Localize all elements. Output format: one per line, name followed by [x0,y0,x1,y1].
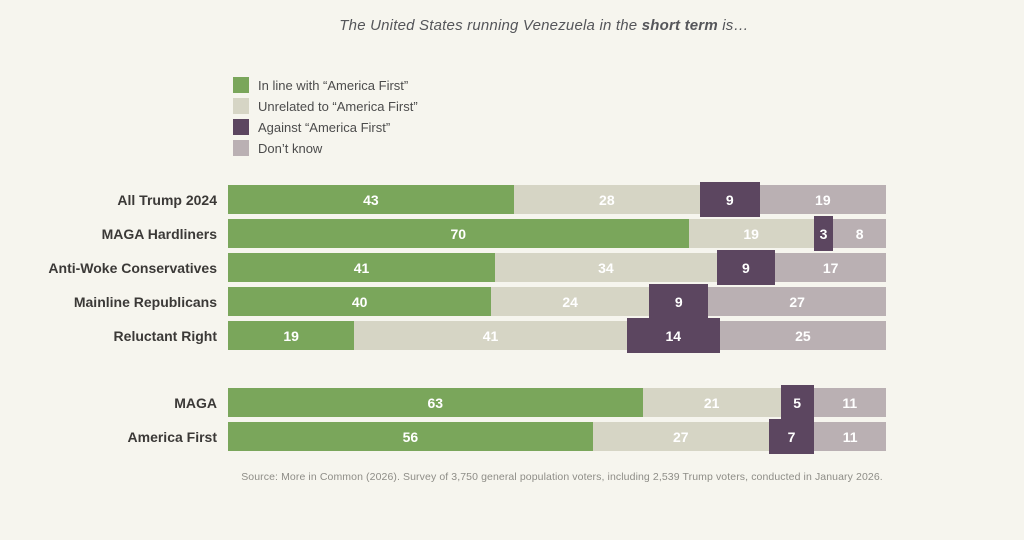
segment-dont_know: 11 [813,388,887,417]
segment-against: 9 [649,284,709,319]
bar-group-trump-segments: All Trump 2024 43 28 9 19 MAGA Hardliners 7… [0,182,886,355]
segment-unrelated: 28 [513,185,700,214]
chart-title-prefix: The United States running Venezuela in t… [339,17,642,34]
segment-value: 63 [427,394,444,411]
segment-value: 8 [855,225,864,242]
bar-row-label: Anti-Woke Conservatives [48,259,217,276]
segment-in_line: 63 [228,388,643,417]
segment-value: 7 [787,428,796,445]
stacked-bar: 41 34 9 17 [228,250,886,285]
chart-title-emphasis: short term [641,17,718,34]
segment-unrelated: 21 [642,388,781,417]
legend-item: Don’t know [233,140,418,156]
dont_know-swatch-icon [233,140,249,156]
segment-against: 9 [716,250,776,285]
segment-in_line: 40 [228,287,492,316]
chart-title-suffix: is… [717,17,749,34]
segment-value: 5 [793,394,802,411]
segment-in_line: 41 [228,253,496,282]
segment-value: 70 [450,225,467,242]
segment-against: 7 [768,419,815,454]
bar-row: All Trump 2024 43 28 9 19 [0,182,886,217]
segment-against: 14 [626,318,720,353]
segment-in_line: 19 [228,321,355,350]
segment-value: 9 [742,259,750,276]
stacked-bar: 56 27 7 11 [228,419,886,454]
segment-value: 19 [283,327,299,344]
segment-against: 9 [699,182,760,217]
segment-dont_know: 17 [775,253,886,282]
bar-row: MAGA Hardliners 70 19 3 8 [0,216,886,251]
against-swatch-icon [233,119,249,135]
legend-item-label: Against “America First” [258,119,391,135]
segment-dont_know: 19 [759,185,886,214]
segment-value: 24 [562,293,578,310]
chart-title: The United States running Venezuela in t… [64,17,1024,34]
segment-dont_know: 8 [833,219,886,248]
segment-value: 14 [665,327,682,344]
segment-value: 19 [815,191,831,208]
segment-value: 27 [672,428,689,445]
segment-value: 9 [725,191,734,208]
segment-unrelated: 19 [688,219,814,248]
legend-item-label: In line with “America First” [258,77,409,93]
legend-item-label: Don’t know [258,140,323,156]
segment-value: 3 [819,225,828,242]
legend: In line with “America First” Unrelated t… [233,77,418,161]
segment-value: 40 [351,293,368,310]
legend-item: Against “America First” [233,119,418,135]
legend-item: In line with “America First” [233,77,418,93]
segment-value: 27 [789,293,805,310]
segment-dont_know: 27 [708,287,886,316]
bar-row-label: Mainline Republicans [73,293,217,310]
bar-row: Mainline Republicans 40 24 9 27 [0,284,886,319]
segment-unrelated: 24 [491,287,650,316]
segment-unrelated: 27 [592,422,769,451]
segment-dont_know: 11 [814,422,886,451]
segment-value: 11 [842,394,858,411]
bar-row-label: Reluctant Right [113,327,217,344]
segment-value: 41 [482,327,499,344]
segment-dont_know: 25 [719,321,886,350]
stacked-bar: 40 24 9 27 [228,284,886,319]
source-note: Source: More in Common (2026). Survey of… [241,471,883,483]
stacked-bar: 63 21 5 11 [228,385,887,420]
legend-item-label: Unrelated to “America First” [258,98,418,114]
segment-unrelated: 41 [354,321,627,350]
stacked-bar: 43 28 9 19 [228,182,886,217]
segment-unrelated: 34 [495,253,717,282]
segment-in_line: 56 [228,422,593,451]
segment-value: 28 [599,191,615,208]
segment-value: 56 [402,428,419,445]
segment-against: 3 [813,216,834,251]
bar-row-label: America First [127,428,217,445]
bar-row-label: MAGA Hardliners [101,225,217,242]
bar-row-label: All Trump 2024 [117,191,217,208]
bar-row: Reluctant Right 19 41 14 25 [0,318,886,353]
bar-row: Anti-Woke Conservatives 41 34 9 17 [0,250,886,285]
segment-in_line: 70 [228,219,689,248]
segment-value: 19 [743,225,759,242]
segment-value: 43 [363,191,379,208]
segment-value: 41 [353,259,370,276]
segment-value: 17 [822,259,839,276]
segment-value: 11 [842,428,858,445]
legend-item: Unrelated to “America First” [233,98,418,114]
segment-against: 5 [780,385,814,420]
unrelated-swatch-icon [233,98,249,114]
bar-group-maga-america-first: MAGA 63 21 5 11 America First 56 27 7 11 [0,385,887,456]
stacked-bar: 19 41 14 25 [228,318,886,353]
in_line-swatch-icon [233,77,249,93]
segment-value: 25 [795,327,811,344]
stacked-bar: 70 19 3 8 [228,216,886,251]
segment-in_line: 43 [228,185,514,214]
bar-row-label: MAGA [174,394,217,411]
bar-row: MAGA 63 21 5 11 [0,385,887,420]
segment-value: 21 [703,394,720,411]
segment-value: 34 [598,259,614,276]
bar-row: America First 56 27 7 11 [0,419,886,454]
segment-value: 9 [674,293,683,310]
